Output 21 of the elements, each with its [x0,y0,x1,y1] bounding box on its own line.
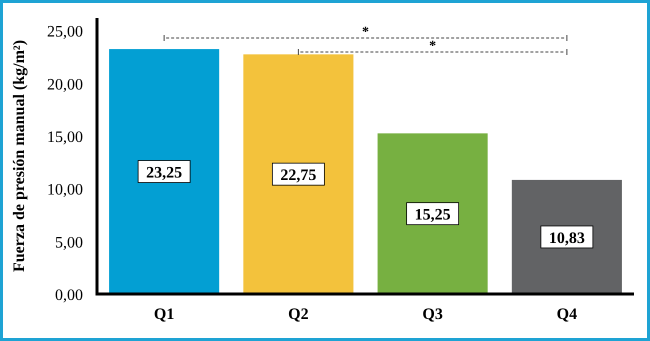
y-tick-label: 5,00 [55,234,83,252]
bar [512,180,622,294]
y-tick-label: 25,00 [47,24,83,41]
x-tick-label: Q3 [422,306,443,323]
bar [243,54,354,294]
data-label: 15,25 [414,206,451,224]
x-tick-label: Q2 [288,306,309,323]
bar [378,133,488,294]
x-tick-label: Q1 [154,306,174,323]
y-axis-title: Fuerza de presión manual (kg/m²) [11,40,28,272]
data-label: 10,83 [548,230,585,247]
y-tick-label: 15,00 [47,128,83,146]
y-tick-label: 0,00 [55,287,83,304]
annotation: * [429,39,436,54]
y-tick-label: 20,00 [47,76,83,94]
bar [109,49,220,294]
data-label: 23,25 [146,164,182,182]
annotation: * [362,25,369,40]
y-tick-label: 10,00 [47,182,83,199]
x-tick-label: Q4 [556,306,578,323]
data-label: 22,75 [280,167,316,184]
